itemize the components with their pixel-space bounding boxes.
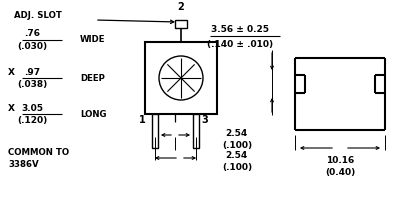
Bar [145,42,217,114]
Text: (.140 ± .010): (.140 ± .010) [207,39,273,48]
Text: (.030): (.030) [17,41,47,51]
Bar [193,114,199,148]
Text: (.100): (.100) [222,140,252,150]
Text: ADJ. SLOT: ADJ. SLOT [14,12,62,20]
Text: (.038): (.038) [17,80,47,89]
Text: 1: 1 [139,115,146,125]
Text: .97: .97 [24,68,40,77]
Bar [152,114,158,148]
Text: LONG: LONG [80,109,106,119]
Text: 2.54: 2.54 [225,128,247,138]
Text: 10.16: 10.16 [326,155,354,165]
Text: 3386V: 3386V [8,160,39,169]
Text: COMMON TO: COMMON TO [8,148,69,157]
Text: (0.40): (0.40) [325,167,355,177]
Text: 3.56 ± 0.25: 3.56 ± 0.25 [211,26,269,34]
Text: 2.54: 2.54 [225,150,247,160]
Text: 3.05: 3.05 [21,104,43,112]
Text: WIDE: WIDE [80,36,106,44]
Text: .76: .76 [24,29,40,39]
Bar [175,20,187,28]
Text: DEEP: DEEP [80,73,105,82]
Text: (.100): (.100) [222,162,252,172]
Text: X: X [8,104,15,112]
Text: 2: 2 [178,2,184,12]
Text: (.120): (.120) [17,116,47,124]
Text: X: X [8,68,15,77]
Text: 3: 3 [201,115,208,125]
